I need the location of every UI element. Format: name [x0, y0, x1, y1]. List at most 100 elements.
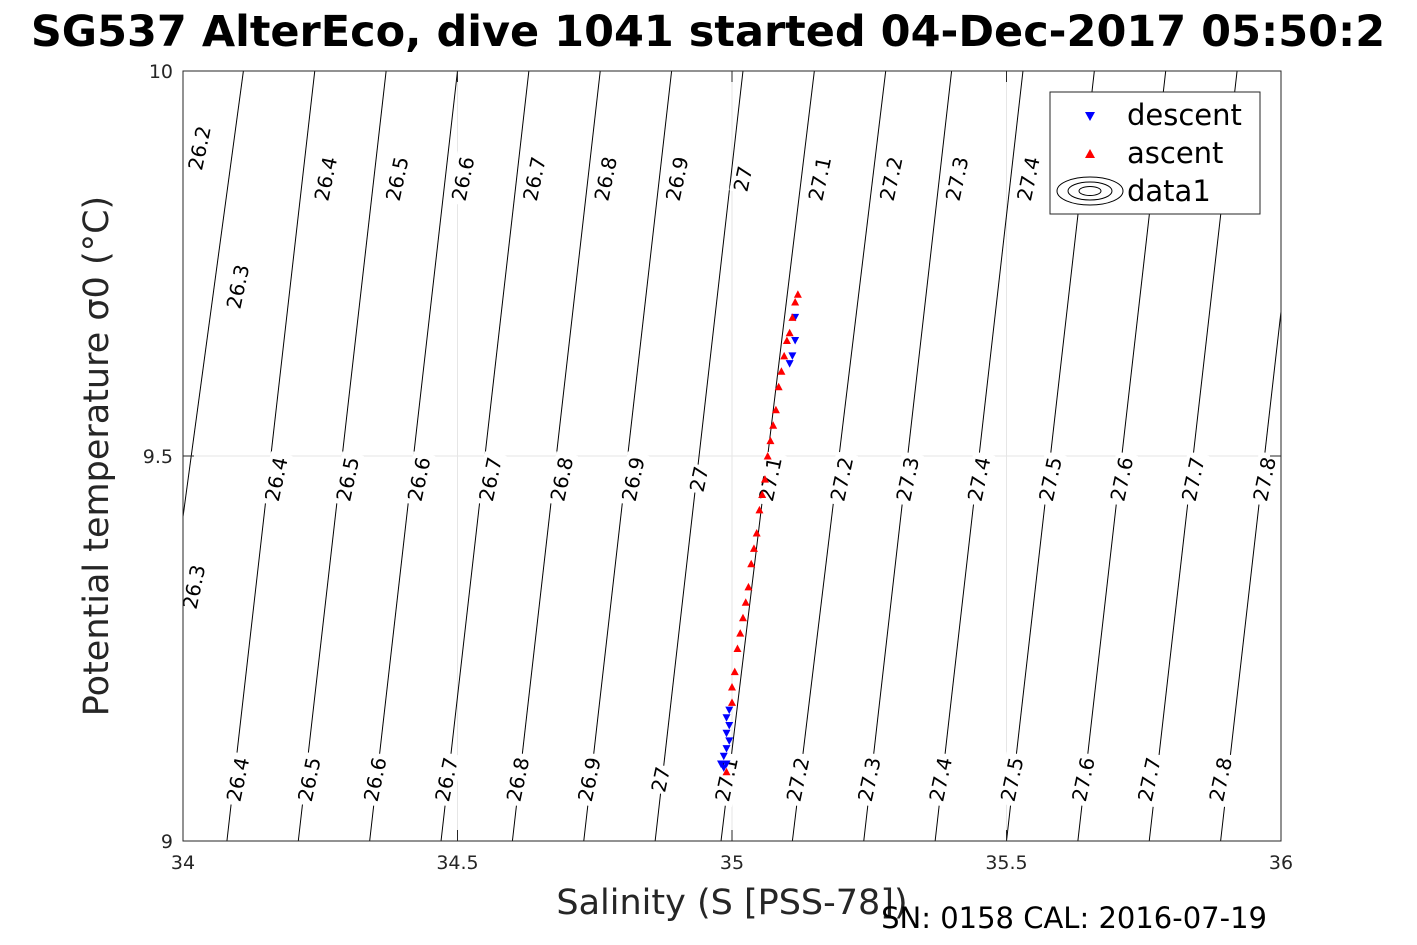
contour-label-halo — [430, 751, 463, 808]
contour-label-halo — [358, 751, 392, 808]
ascent-point — [736, 629, 745, 637]
legend-box — [1049, 91, 1261, 215]
descent-point — [722, 714, 731, 722]
ascent-point — [749, 544, 758, 552]
legend-ascent-label: ascent — [1127, 136, 1223, 170]
x-tick-label: 35.5 — [985, 852, 1027, 874]
contour-label-halo — [293, 751, 326, 808]
y-tick-label: 10 — [149, 61, 173, 83]
ascent-point — [755, 505, 764, 514]
ascent-point — [722, 767, 731, 776]
descent-point — [791, 337, 800, 345]
contour-label-halo — [853, 751, 886, 808]
contour-label-halo — [1034, 451, 1067, 507]
y-axis-label: Potential temperature σ0 (°C) — [77, 196, 117, 716]
ascent-point — [744, 582, 753, 591]
contour-label-halo — [589, 151, 622, 207]
ascent-point — [758, 490, 767, 498]
contour-label-halo — [402, 451, 436, 507]
ascent-point — [774, 382, 783, 391]
density-contour-labels: 26.226.326.4 26.5 26.6 26.7 26.8 26.9 27 27.1 27… — [178, 120, 1281, 808]
ascent-point — [763, 452, 772, 460]
contour-label-halo — [1105, 451, 1138, 507]
x-tick-label: 36 — [1269, 852, 1293, 874]
contour-label-halo — [995, 751, 1029, 808]
ascent-point — [752, 529, 761, 537]
descent-point — [717, 760, 726, 768]
legend: descent ascent data1 — [1049, 91, 1261, 215]
density-contour-label: 27.2 — [875, 151, 908, 207]
ascent-point — [733, 644, 742, 652]
contour-label-halo — [501, 751, 535, 808]
contour-label-halo — [1012, 151, 1045, 207]
contour-label-halo — [183, 120, 216, 176]
descent-point — [722, 729, 731, 738]
x-axis-label: Salinity (S [PSS-78]) — [556, 883, 907, 923]
contour-label-halo — [710, 751, 743, 808]
contour-label-halo — [1133, 751, 1166, 808]
ascent-point — [769, 421, 778, 429]
descent-point — [725, 706, 734, 715]
contour-label-halo — [380, 151, 414, 207]
ascent-point — [771, 405, 780, 414]
contour-label-text: 27 — [729, 164, 758, 194]
x-tick-label: 34 — [171, 852, 195, 874]
density-contour-label: 27.6 — [1105, 451, 1138, 507]
serial-calibration-note: SN: 0158 CAL: 2016-07-19 — [881, 901, 1267, 935]
contour-label-halo — [474, 451, 507, 507]
ascent-point — [728, 698, 736, 706]
y-tick-label: 9 — [161, 831, 173, 853]
contour-label-halo — [446, 151, 480, 207]
contour-label-text: 27 — [685, 464, 714, 494]
contour-label-halo — [545, 451, 578, 507]
descent-point — [725, 722, 734, 730]
ascent-point — [791, 298, 800, 306]
x-tick-label: 35 — [720, 852, 744, 874]
contour-label-halo — [685, 463, 713, 496]
contour-label-halo — [1067, 751, 1100, 808]
density-contour-label: 27 — [685, 463, 714, 496]
ascent-point — [780, 351, 789, 360]
contour-label-halo — [309, 151, 342, 207]
ascent-point — [730, 667, 739, 676]
ascent-point — [728, 683, 736, 691]
contour-label-halo — [1176, 451, 1210, 507]
contour-label-halo — [729, 162, 757, 195]
legend-descent-marker — [1085, 112, 1095, 121]
contour-label-halo — [331, 451, 364, 507]
ascent-point — [793, 290, 802, 298]
ascent-point — [785, 328, 794, 337]
contour-label-halo — [260, 451, 293, 507]
contour-label-text: 27 — [646, 764, 675, 794]
contour-label-halo — [924, 751, 957, 808]
density-contour-label: 27.7 — [1133, 751, 1166, 808]
descent-point — [722, 745, 731, 753]
density-contour-label: 27.4 — [962, 451, 996, 507]
ascent-point — [777, 367, 786, 375]
density-contour-label: 27 — [646, 763, 675, 796]
axis-ticks: 34 34.5 35 35.5 36 9 9.5 10 — [143, 61, 1293, 874]
x-tick-label: 34.5 — [436, 852, 478, 874]
descent-point — [785, 360, 794, 368]
contour-label-halo — [962, 451, 996, 507]
legend-ascent-marker — [1085, 149, 1095, 158]
ascent-point — [782, 336, 791, 344]
legend-descent-label: descent — [1127, 98, 1242, 132]
contour-label-halo — [781, 751, 815, 808]
contour-label-halo — [891, 451, 924, 507]
chart-title: SG537 AlterEco, dive 1041 started 04-Dec… — [31, 7, 1385, 57]
contour-label-halo — [221, 751, 255, 808]
legend-data1-label: data1 — [1127, 174, 1211, 208]
descent-point — [722, 760, 731, 768]
contour-label-halo — [1248, 451, 1281, 507]
contour-label-halo — [573, 751, 606, 808]
contour-label-halo — [1204, 751, 1237, 808]
ascent-point — [738, 613, 747, 622]
legend-contour-icon — [1056, 176, 1124, 206]
descent-point — [725, 737, 734, 745]
contour-label-halo — [940, 151, 974, 207]
density-contour-label: 27 — [729, 162, 758, 195]
contour-label-halo — [646, 763, 675, 796]
ascent-point — [766, 436, 775, 445]
